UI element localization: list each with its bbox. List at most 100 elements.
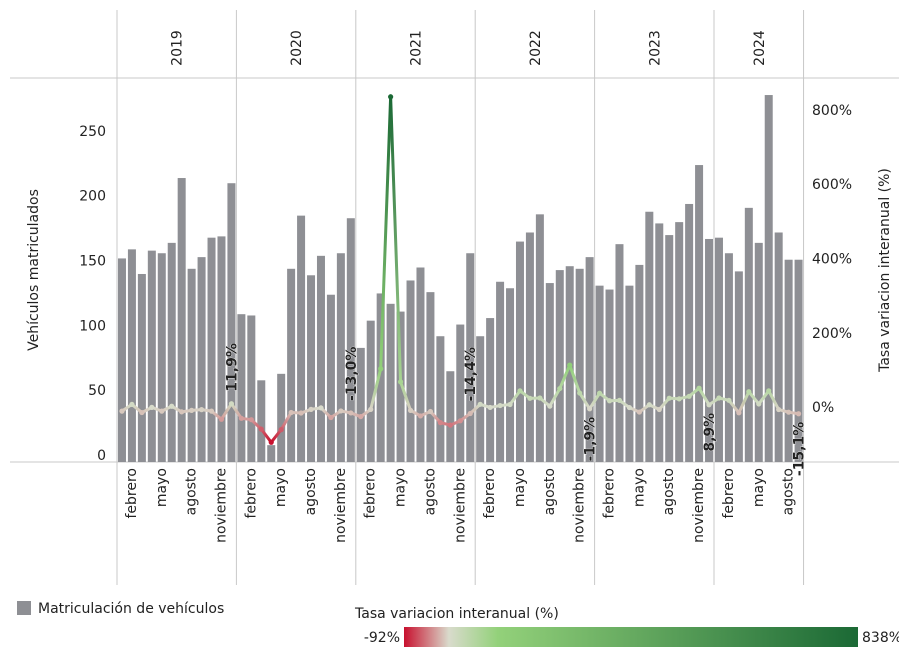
bar: [635, 264, 644, 462]
rate-point: [666, 395, 672, 401]
bar: [754, 242, 763, 462]
bar: [336, 253, 345, 462]
rate-point: [129, 401, 135, 408]
bar: [217, 236, 226, 462]
bar: [456, 324, 465, 462]
legend-swatch: [17, 601, 31, 615]
rate-point: [656, 406, 662, 413]
rate-point: [616, 397, 623, 403]
bar: [764, 95, 773, 462]
x-tick-label: agosto: [184, 468, 200, 515]
rate-point: [646, 402, 652, 408]
bar: [436, 336, 445, 462]
bar: [665, 235, 674, 462]
bar: [655, 223, 664, 462]
rate-segment: [369, 367, 383, 411]
rate-point: [397, 379, 404, 385]
bar: [705, 238, 714, 462]
bar: [625, 285, 634, 462]
bar: [157, 253, 166, 462]
x-tick-label: febrero: [482, 468, 498, 519]
rate-point: [686, 393, 692, 399]
rate-segment: [229, 402, 243, 420]
x-tick-label: febrero: [721, 468, 737, 519]
rate-point: [606, 398, 613, 404]
rate-point: [477, 401, 483, 407]
colorbar-max-label: 838%: [862, 630, 899, 646]
bar: [575, 268, 584, 462]
bar: [307, 275, 316, 462]
rate-point: [437, 420, 443, 426]
rate-point: [268, 439, 274, 445]
bar: [615, 244, 624, 462]
bar: [535, 214, 544, 462]
rate-point: [358, 413, 364, 420]
bar: [177, 178, 186, 462]
bar: [366, 320, 375, 462]
rate-point: [527, 395, 533, 401]
bar: [744, 207, 753, 462]
rate-point: [278, 427, 284, 433]
rate-point: [517, 388, 523, 394]
y-tick-label: 150: [79, 254, 106, 270]
rate-point: [457, 418, 463, 424]
rate-point: [746, 389, 752, 395]
colorbar-title: Tasa variacion interanual (%): [354, 606, 559, 622]
colorbar: [404, 627, 858, 647]
bar: [645, 211, 654, 462]
bar: [525, 232, 534, 462]
rate-segment: [279, 411, 293, 432]
x-tick-label: agosto: [422, 468, 438, 515]
bar: [167, 242, 176, 462]
year-label: 2021: [409, 30, 425, 66]
rate-segment: [697, 386, 711, 407]
rate-point: [537, 395, 543, 401]
bar: [237, 314, 246, 462]
bar: [406, 280, 415, 462]
rate-point: [169, 403, 175, 409]
rate-point: [308, 406, 314, 412]
rate-point: [726, 397, 732, 403]
x-tick-label: agosto: [542, 468, 558, 515]
bar: [446, 371, 455, 462]
bar: [137, 273, 146, 462]
rate-point: [198, 407, 205, 413]
bar: [207, 237, 216, 462]
rate-point: [258, 426, 264, 432]
rate-point: [497, 402, 503, 409]
y2-axis-title: Tasa variacion interanual (%): [877, 168, 893, 373]
bar: [714, 237, 723, 462]
rate-segment: [558, 363, 572, 391]
data-label: 11,9%: [224, 343, 240, 392]
rate-point: [119, 408, 125, 414]
rate-point: [696, 385, 702, 391]
x-tick-label: mayo: [631, 468, 647, 507]
bar: [774, 232, 783, 462]
rate-segment: [219, 402, 233, 421]
bar: [784, 259, 793, 462]
rate-point: [756, 401, 762, 407]
rate-segment: [548, 387, 562, 408]
x-tick-label: noviembre: [213, 468, 229, 543]
y-tick-label: 250: [79, 124, 106, 140]
y-tick-label: 100: [79, 318, 106, 334]
year-label: 2023: [647, 30, 663, 66]
bar: [187, 268, 196, 462]
rate-point: [577, 390, 583, 396]
year-label: 2019: [170, 30, 186, 66]
bar: [396, 311, 405, 462]
year-label: 2022: [528, 30, 544, 66]
y2-tick-label: 600%: [812, 177, 852, 193]
x-tick-label: noviembre: [572, 468, 588, 543]
rate-point: [149, 404, 155, 410]
rate-point: [467, 410, 473, 417]
rate-point: [626, 404, 633, 411]
y-tick-label: 0: [97, 448, 106, 464]
bar: [605, 289, 614, 462]
bar: [287, 268, 296, 462]
y2-tick-label: 0%: [812, 400, 834, 416]
data-label: -14,4%: [463, 347, 479, 401]
rate-point: [447, 422, 453, 428]
bar: [147, 250, 156, 462]
rate-point: [786, 409, 792, 415]
